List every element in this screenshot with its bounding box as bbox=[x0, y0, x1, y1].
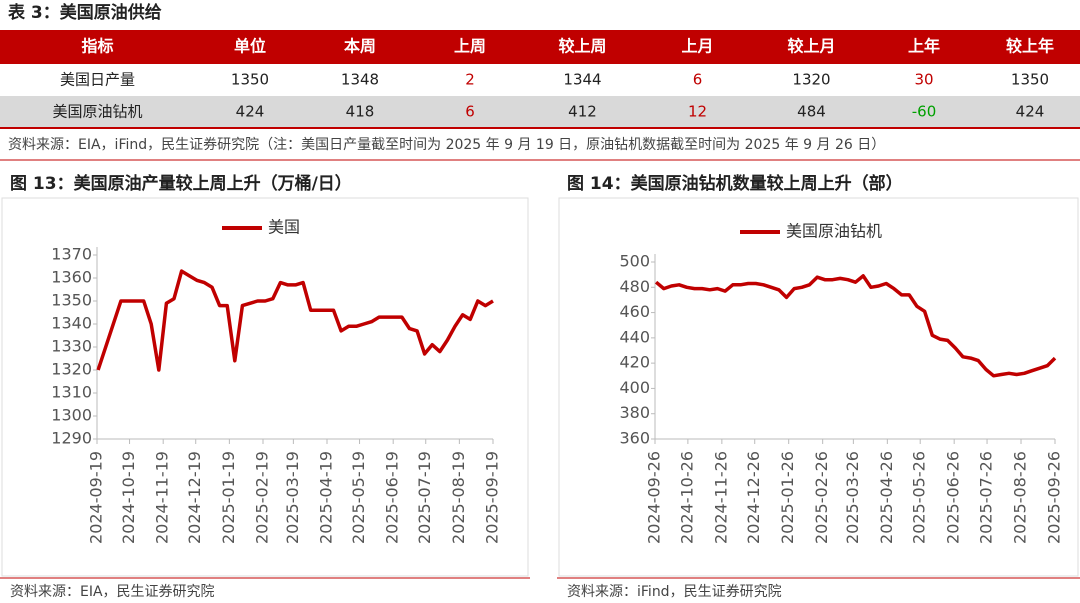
x-tick-label: 2025-08-19 bbox=[449, 451, 468, 544]
y-tick-label: 460 bbox=[619, 302, 650, 321]
table-cell: 6 bbox=[465, 103, 475, 121]
table-cell: 1320 bbox=[792, 71, 830, 89]
y-tick-label: 500 bbox=[619, 252, 650, 271]
x-tick-label: 2025-03-26 bbox=[843, 451, 862, 544]
y-tick-label: 1350 bbox=[51, 291, 92, 310]
x-tick-label: 2025-09-26 bbox=[1045, 451, 1064, 544]
table-header-cell: 指标 bbox=[81, 37, 113, 56]
y-tick-label: 1370 bbox=[51, 245, 92, 264]
y-tick-label: 1310 bbox=[51, 383, 92, 402]
table-header-cell: 较上年 bbox=[1006, 37, 1054, 56]
x-tick-label: 2025-05-19 bbox=[349, 451, 368, 544]
table-header-bg bbox=[0, 30, 1080, 64]
x-tick-label: 2024-11-19 bbox=[153, 451, 172, 544]
table-cell: 30 bbox=[914, 71, 933, 89]
x-tick-label: 2025-01-26 bbox=[778, 451, 797, 544]
chart-frame bbox=[1, 197, 529, 577]
table-cell: 2 bbox=[465, 71, 475, 89]
table-header-cell: 上周 bbox=[454, 37, 486, 56]
table-header-cell: 上月 bbox=[681, 37, 713, 56]
x-tick-label: 2024-12-19 bbox=[185, 451, 204, 544]
table-cell: 1350 bbox=[1011, 71, 1049, 89]
chart-frame bbox=[558, 197, 1079, 577]
table-cell: 424 bbox=[236, 103, 265, 121]
y-tick-label: 480 bbox=[619, 277, 650, 296]
table-cell: 12 bbox=[688, 103, 707, 121]
x-tick-label: 2025-02-26 bbox=[812, 451, 831, 544]
x-tick-label: 2025-02-19 bbox=[252, 451, 271, 544]
table-cell: 412 bbox=[568, 103, 597, 121]
row-bg bbox=[0, 96, 1080, 128]
y-tick-label: 440 bbox=[619, 327, 650, 346]
x-tick-label: 2025-07-26 bbox=[977, 451, 996, 544]
x-tick-label: 2024-11-26 bbox=[711, 451, 730, 544]
table-cell: 1350 bbox=[231, 71, 269, 89]
data-line bbox=[654, 274, 1057, 378]
x-tick-label: 2024-10-19 bbox=[119, 451, 138, 544]
table-cell: 1344 bbox=[563, 71, 601, 89]
legend-label: 美国原油钻机 bbox=[786, 222, 882, 241]
table-cell: 美国原油钻机 bbox=[52, 103, 142, 121]
x-tick-label: 2025-09-19 bbox=[483, 451, 502, 544]
x-tick-label: 2025-08-26 bbox=[1011, 451, 1030, 544]
table-cell: -60 bbox=[912, 103, 937, 121]
y-tick-label: 360 bbox=[619, 429, 650, 448]
table-cell: 6 bbox=[693, 71, 703, 89]
chart-source: 资料来源：iFind，民生证券研究院 bbox=[567, 584, 782, 600]
x-tick-label: 2024-09-19 bbox=[87, 451, 106, 544]
x-tick-label: 2025-04-19 bbox=[317, 451, 336, 544]
y-tick-label: 1360 bbox=[51, 268, 92, 287]
x-tick-label: 2025-07-19 bbox=[415, 451, 434, 544]
table-cell: 424 bbox=[1016, 103, 1045, 121]
x-tick-label: 2025-05-26 bbox=[910, 451, 929, 544]
x-tick-label: 2024-10-26 bbox=[677, 451, 696, 544]
x-tick-label: 2025-01-19 bbox=[219, 451, 238, 544]
data-line bbox=[96, 269, 494, 372]
y-tick-label: 1300 bbox=[51, 406, 92, 425]
table-cell: 418 bbox=[346, 103, 375, 121]
chart-source: 资料来源：EIA，民生证券研究院 bbox=[10, 584, 215, 600]
y-tick-label: 1320 bbox=[51, 360, 92, 379]
y-tick-label: 1330 bbox=[51, 337, 92, 356]
x-tick-label: 2025-06-26 bbox=[944, 451, 963, 544]
x-tick-label: 2025-03-19 bbox=[283, 451, 302, 544]
chart-title: 图 14：美国原油钻机数量较上周上升（部） bbox=[567, 173, 903, 194]
chart-title: 图 13：美国原油产量较上周上升（万桶/日） bbox=[10, 173, 352, 194]
y-tick-label: 1290 bbox=[51, 429, 92, 448]
x-tick-label: 2025-06-19 bbox=[383, 451, 402, 544]
table-header-cell: 本周 bbox=[344, 37, 376, 56]
table-source: 资料来源：EIA，iFind，民生证券研究院（注：美国日产量截至时间为 2025… bbox=[8, 137, 885, 153]
y-tick-label: 400 bbox=[619, 378, 650, 397]
y-tick-label: 380 bbox=[619, 403, 650, 422]
x-tick-label: 2024-12-26 bbox=[744, 451, 763, 544]
table-header-cell: 上年 bbox=[908, 37, 940, 56]
x-tick-label: 2025-04-26 bbox=[877, 451, 896, 544]
y-tick-label: 1340 bbox=[51, 314, 92, 333]
table-cell: 美国日产量 bbox=[60, 71, 135, 89]
table-header-cell: 较上周 bbox=[558, 37, 606, 56]
table-cell: 484 bbox=[797, 103, 826, 121]
x-tick-label: 2024-09-26 bbox=[645, 451, 664, 544]
table-header-cell: 较上月 bbox=[787, 37, 835, 56]
legend-label: 美国 bbox=[268, 218, 300, 237]
table-cell: 1348 bbox=[341, 71, 379, 89]
table-title: 表 3：美国原油供给 bbox=[8, 2, 162, 23]
y-tick-label: 420 bbox=[619, 353, 650, 372]
table-header-cell: 单位 bbox=[234, 37, 266, 56]
